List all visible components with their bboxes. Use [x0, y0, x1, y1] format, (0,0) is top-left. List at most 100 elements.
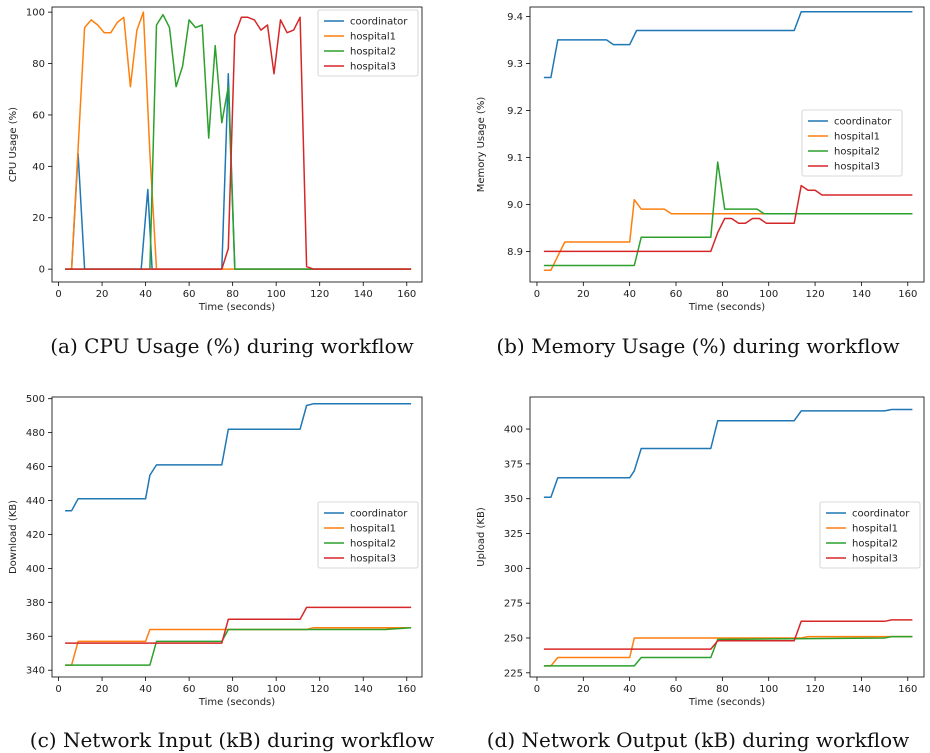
series-line-hospital3	[543, 619, 913, 650]
x-tick-label: 20	[577, 684, 590, 695]
x-tick-label: 100	[759, 289, 778, 300]
y-tick-label: 9.1	[507, 153, 523, 164]
y-tick-label: 9.4	[507, 12, 523, 23]
x-tick-label: 120	[310, 289, 329, 300]
network-input-panel: 0 20 40 60 80 100 120 140 160 340 360 380 400 420 440 4…	[0, 380, 464, 753]
plot-frame	[51, 396, 423, 678]
x-tick-label: 0	[534, 289, 540, 300]
x-axis-label: Time (seconds)	[688, 302, 765, 313]
legend-label-hospital1: hospital1	[852, 524, 898, 535]
legend-label-hospital1: hospital1	[834, 132, 880, 143]
x-tick-label: 80	[716, 289, 729, 300]
series-lines	[543, 408, 913, 667]
x-tick-label: 80	[716, 684, 729, 695]
y-axis-label: Upload (KB)	[476, 507, 487, 567]
series-line-hospital1	[543, 198, 913, 271]
y-tick-label: 275	[504, 599, 523, 610]
legend-label-hospital2: hospital2	[350, 47, 396, 58]
legend-label-coordinator: coordinator	[834, 117, 892, 128]
legend-label-hospital1: hospital1	[350, 32, 396, 43]
y-tick-label: 9.3	[507, 59, 523, 70]
series-line-hospital2	[543, 635, 913, 667]
legend: coordinator hospital1 hospital2 hospital3	[317, 501, 419, 569]
y-tick-label: 340	[26, 666, 45, 677]
y-tick-label: 60	[32, 110, 45, 121]
cpu-usage-panel: 0 20 40 60 80 100 120 140 160 0 20 40 60 80 100 Time (s…	[0, 0, 464, 380]
x-tick-label: 160	[898, 684, 917, 695]
series-line-hospital2	[65, 627, 412, 666]
chart-caption: (b) Memory Usage (%) during workflow	[496, 334, 899, 358]
plot-frame	[529, 396, 925, 678]
chart-caption: (a) CPU Usage (%) during workflow	[50, 334, 414, 358]
legend-label-coordinator: coordinator	[350, 509, 408, 520]
y-tick-label: 100	[26, 8, 45, 19]
x-tick-label: 0	[55, 289, 61, 300]
x-axis-label: Time (seconds)	[688, 697, 765, 708]
y-tick-label: 250	[504, 633, 523, 644]
legend-label-hospital2: hospital2	[834, 147, 880, 158]
network-input-chart: 0 20 40 60 80 100 120 140 160 340 360 380 400 420 440 4…	[8, 394, 434, 752]
series-lines	[65, 403, 412, 666]
y-tick-label: 9.2	[507, 106, 523, 117]
y-tick-label: 440	[26, 496, 45, 507]
series-line-hospital2	[65, 13, 412, 270]
legend-label-hospital3: hospital3	[350, 554, 396, 565]
x-tick-label: 60	[183, 684, 196, 695]
series-line-hospital3	[543, 184, 913, 253]
legend-label-hospital1: hospital1	[350, 524, 396, 535]
legend-label-hospital3: hospital3	[834, 162, 880, 173]
y-tick-label: 500	[26, 394, 45, 405]
series-line-hospital3	[65, 16, 412, 270]
series-line-hospital1	[543, 635, 913, 667]
plot-frame	[51, 6, 423, 283]
x-tick-label: 100	[267, 684, 286, 695]
x-tick-label: 20	[577, 289, 590, 300]
series-lines	[543, 10, 913, 271]
series-line-coordinator	[543, 10, 913, 79]
x-tick-label: 160	[397, 684, 416, 695]
legend-box	[317, 9, 419, 77]
y-tick-label: 40	[32, 162, 45, 173]
x-tick-label: 60	[670, 684, 683, 695]
y-tick-label: 325	[504, 529, 523, 540]
x-tick-label: 40	[139, 684, 152, 695]
legend-label-hospital2: hospital2	[852, 539, 898, 550]
x-tick-label: 80	[226, 289, 239, 300]
y-tick-label: 460	[26, 462, 45, 473]
x-tick-label: 60	[183, 289, 196, 300]
x-tick-label: 160	[898, 289, 917, 300]
legend-box	[801, 109, 903, 177]
y-tick-label: 360	[26, 632, 45, 643]
y-axis-label: Download (KB)	[8, 500, 19, 574]
y-tick-label: 380	[26, 598, 45, 609]
series-line-coordinator	[65, 403, 412, 512]
y-tick-label: 0	[39, 265, 45, 276]
y-tick-label: 400	[504, 425, 523, 436]
y-tick-label: 225	[504, 668, 523, 679]
y-tick-label: 420	[26, 530, 45, 541]
legend: coordinator hospital1 hospital2 hospital3	[317, 9, 419, 77]
x-tick-label: 0	[534, 684, 540, 695]
series-line-coordinator	[65, 73, 412, 270]
legend-label-coordinator: coordinator	[852, 509, 910, 520]
y-tick-label: 9.0	[507, 200, 523, 211]
x-tick-label: 120	[806, 289, 825, 300]
y-tick-label: 375	[504, 459, 523, 470]
legend-label-hospital2: hospital2	[350, 539, 396, 550]
cpu-usage-chart: 0 20 40 60 80 100 120 140 160 0 20 40 60 80 100 Time (s…	[8, 6, 423, 358]
legend: coordinator hospital1 hospital2 hospital3	[801, 109, 903, 177]
y-tick-label: 350	[504, 494, 523, 505]
x-tick-label: 140	[354, 289, 373, 300]
x-tick-label: 60	[670, 289, 683, 300]
y-axis-label: Memory Usage (%)	[476, 97, 487, 193]
legend-box	[819, 501, 921, 569]
y-axis-label: CPU Usage (%)	[8, 107, 19, 182]
x-tick-label: 80	[226, 684, 239, 695]
x-tick-label: 100	[267, 289, 286, 300]
series-line-hospital3	[65, 606, 412, 644]
x-tick-label: 140	[852, 684, 871, 695]
x-tick-label: 120	[806, 684, 825, 695]
network-output-chart: 0 20 40 60 80 100 120 140 160 225 250 275 300 325 350 3…	[476, 396, 925, 752]
x-tick-label: 120	[310, 684, 329, 695]
x-tick-label: 40	[139, 289, 152, 300]
